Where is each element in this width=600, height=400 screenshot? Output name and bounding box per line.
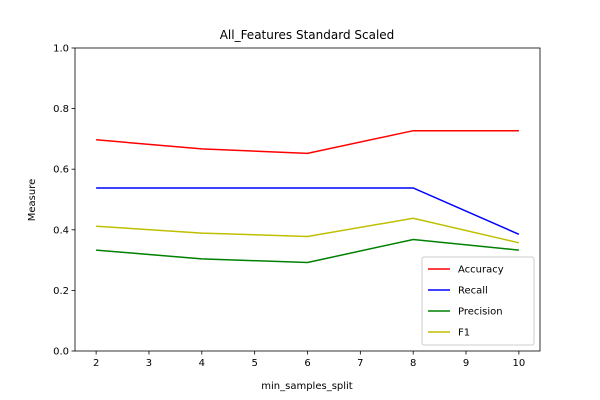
legend: Accuracy Recall Precision F1: [421, 256, 535, 346]
y-tick-label: 0.4: [53, 225, 69, 236]
x-tick-label: 6: [304, 358, 310, 369]
x-tick-label: 8: [410, 358, 416, 369]
series-line-f1: [96, 217, 520, 244]
legend-label-precision: Precision: [458, 307, 503, 318]
x-tick-label: 3: [146, 358, 152, 369]
x-tick-label: 4: [199, 358, 205, 369]
y-axis-label: Measure: [27, 179, 38, 222]
legend-label-f1: F1: [458, 328, 470, 339]
legend-box: [421, 256, 535, 346]
x-tick-label: 9: [463, 358, 469, 369]
x-tick-label: 5: [251, 358, 257, 369]
x-tick-label: 2: [93, 358, 99, 369]
series-line-recall: [96, 187, 520, 235]
series-line-precision: [96, 238, 519, 264]
y-tick-label: 1.0: [53, 44, 69, 55]
y-tick-label: 0.8: [53, 104, 69, 115]
y-tick-label: 0.2: [53, 286, 69, 297]
x-axis-label: min_samples_split: [261, 381, 353, 392]
x-axis: 2 3 4 5 6 7 8 9 10: [93, 351, 525, 369]
x-tick-label: 7: [357, 358, 363, 369]
y-tick-label: 0.6: [53, 165, 69, 176]
legend-label-accuracy: Accuracy: [458, 265, 504, 276]
y-tick-label: 0.0: [53, 347, 69, 358]
series-line-accuracy: [96, 129, 519, 155]
x-tick-label: 10: [512, 358, 525, 369]
y-axis: 0.0 0.2 0.4 0.6 0.8 1.0: [53, 44, 75, 358]
legend-label-recall: Recall: [458, 286, 488, 297]
chart-title: All_Features Standard Scaled: [220, 28, 395, 42]
